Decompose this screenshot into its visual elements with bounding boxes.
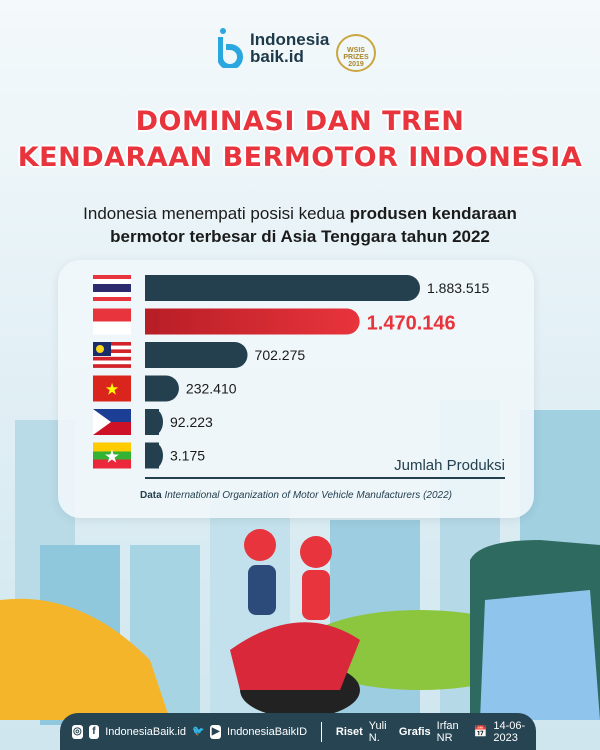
bar-malaysia — [145, 342, 248, 368]
value-label: 92.223 — [170, 414, 213, 430]
riset-label: Riset — [335, 725, 363, 738]
title-line2: KENDARAAN BERMOTOR INDONESIA — [17, 142, 583, 173]
footer-date: 14-06-2023 — [493, 719, 526, 744]
award-badge: WSIS PRIZES 2019 — [336, 34, 376, 72]
bar-thailand — [145, 275, 420, 301]
bar-base — [145, 308, 159, 335]
chart-card: 1.883.515 1.470.146 702.275 ★ 232.410 92.223 ★… — [58, 260, 534, 518]
x-axis-label: Jumlah Produksi — [394, 457, 505, 474]
bar-base — [145, 342, 159, 368]
bar-indonesia — [145, 308, 360, 335]
bar-base — [145, 442, 159, 469]
title-line1: DOMINASI DAN TREN — [135, 106, 465, 137]
value-label: 702.275 — [255, 347, 306, 363]
subtitle: Indonesia menempati posisi kedua produse… — [0, 202, 600, 248]
grafis-label: Grafis — [398, 725, 431, 738]
indonesiabaik-logo-icon — [218, 28, 243, 68]
facebook-icon[interactable]: f — [88, 724, 100, 739]
svg-text:★: ★ — [104, 447, 120, 467]
bar-chart: 1.883.515 1.470.146 702.275 ★ 232.410 92.223 ★… — [93, 275, 505, 501]
subtitle-bold1: produsen kendaraan — [349, 204, 517, 223]
subtitle-bold2: bermotor terbesar di Asia Tenggara tahun… — [110, 227, 490, 246]
footer: ◎ f IndonesiaBaik.id 🐦 ▶ IndonesiaBaikID… — [60, 713, 536, 750]
calendar-icon: 📅 — [473, 726, 488, 738]
instagram-icon[interactable]: ◎ — [72, 724, 83, 739]
twitter-icon[interactable]: 🐦 — [191, 725, 205, 737]
youtube-icon[interactable]: ▶ — [210, 724, 222, 739]
brand-line1: Indonesia — [250, 30, 330, 49]
brand-logo: Indonesia baik.id — [218, 28, 329, 68]
page-title: DOMINASI DAN TREN KENDARAAN BERMOTOR IND… — [0, 104, 600, 176]
value-label: 1.883.515 — [427, 280, 489, 296]
subtitle-text: Indonesia menempati posisi kedua — [83, 204, 350, 223]
riset-name: Yuli N. — [368, 719, 387, 744]
value-label: 1.470.146 — [367, 313, 456, 335]
bar-base — [145, 409, 159, 435]
grafis-name: Irfan NR — [436, 719, 459, 744]
source-note: Data International Organization of Motor… — [140, 490, 452, 501]
value-label: 3.175 — [170, 448, 205, 464]
footer-handle-2[interactable]: IndonesiaBaikID — [227, 725, 308, 738]
value-label: 232.410 — [186, 381, 237, 397]
svg-text:★: ★ — [105, 382, 119, 399]
bar-base — [145, 375, 159, 402]
bar-base — [145, 275, 159, 301]
divider — [321, 721, 322, 742]
brand-line2: baik.id — [250, 47, 304, 66]
footer-handle-1[interactable]: IndonesiaBaik.id — [105, 725, 186, 738]
